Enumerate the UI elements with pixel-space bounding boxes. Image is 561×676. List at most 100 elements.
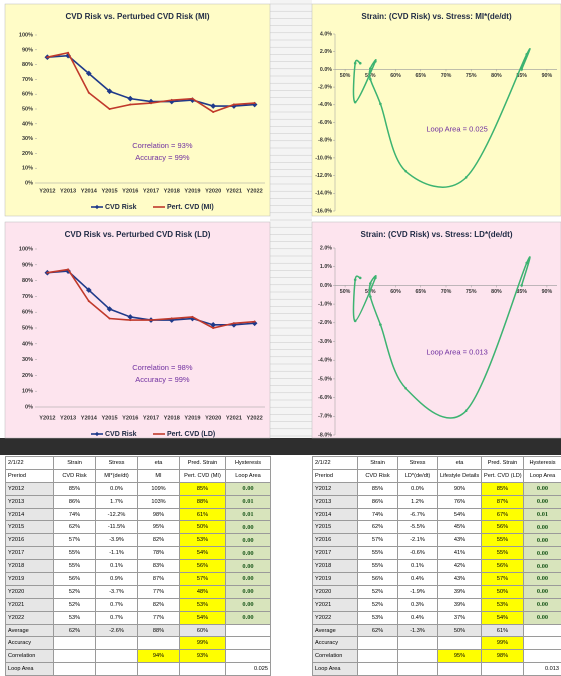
- table-cell: Hysteresis: [524, 457, 561, 470]
- table-cell: -3.7%: [96, 585, 138, 598]
- point-marker: [254, 321, 256, 323]
- table-cell: 0.4%: [398, 573, 438, 586]
- point-marker: [150, 102, 152, 104]
- table-cell: [438, 637, 482, 650]
- x-tick-label: 60%: [390, 289, 401, 295]
- table-cell: [226, 637, 271, 650]
- table-cell: Pred. Strain: [180, 457, 226, 470]
- x-tick-label: Y2017: [143, 188, 159, 194]
- y-tick-label: -1.0%: [318, 302, 332, 308]
- x-tick-label: 60%: [390, 73, 401, 79]
- table-cell: MI*(de/dt): [96, 469, 138, 482]
- point-marker: [359, 277, 362, 280]
- table-cell: 41%: [438, 547, 482, 560]
- table-cell: MI: [138, 469, 180, 482]
- table-cell: 88%: [138, 624, 180, 637]
- y-tick-label: 4.0%: [320, 31, 332, 37]
- y-tick-label: 100%: [19, 246, 33, 252]
- table-cell: 0.7%: [96, 598, 138, 611]
- table-cell: [138, 663, 180, 676]
- x-tick-label: Y2019: [184, 188, 200, 194]
- table-cell: 55%: [358, 547, 398, 560]
- table-cell: 55%: [358, 560, 398, 573]
- y-tick-label: 0.0%: [320, 283, 332, 289]
- table-cell: 56%: [358, 573, 398, 586]
- table-cell: Y2013: [313, 495, 358, 508]
- y-tick-label: 50%: [22, 106, 33, 112]
- y-tick-label: 80%: [22, 62, 33, 68]
- table-cell: Y2016: [6, 534, 54, 547]
- y-tick-label: 10%: [22, 389, 33, 395]
- table-cell: Y2015: [313, 521, 358, 534]
- table-cell: 85%: [358, 482, 398, 495]
- table-cell: 53%: [180, 598, 226, 611]
- table-cell: -2.6%: [96, 624, 138, 637]
- table-cell: Y2016: [313, 534, 358, 547]
- table-cell: 0.00: [226, 611, 271, 624]
- table-cell: eta: [138, 457, 180, 470]
- table-cell: Stress: [96, 457, 138, 470]
- chart-title: CVD Risk vs. Perturbed CVD Risk (LD): [65, 230, 211, 239]
- table-cell: [358, 650, 398, 663]
- table-cell: -1.1%: [96, 547, 138, 560]
- table-cell: CVD Risk: [358, 469, 398, 482]
- table-cell: Loop Area: [313, 663, 358, 676]
- y-tick-label: 0%: [25, 180, 33, 186]
- x-tick-label: 80%: [491, 73, 502, 79]
- table-cell: 83%: [138, 560, 180, 573]
- table-cell: Stress: [398, 457, 438, 470]
- x-tick-label: Y2018: [164, 188, 180, 194]
- y-tick-label: 0%: [25, 404, 33, 410]
- table-cell: 0.00: [226, 585, 271, 598]
- point-marker: [88, 300, 90, 302]
- point-marker: [67, 52, 69, 54]
- point-marker: [404, 387, 407, 390]
- y-tick-label: 60%: [22, 310, 33, 316]
- x-tick-label: Y2019: [184, 415, 200, 421]
- table-cell: 54%: [482, 611, 524, 624]
- table-cell: 1.7%: [96, 495, 138, 508]
- y-tick-label: -8.0%: [318, 138, 332, 144]
- table-cell: 62%: [54, 624, 96, 637]
- table-cell: 62%: [358, 521, 398, 534]
- point-marker: [109, 318, 111, 320]
- point-marker: [354, 278, 357, 281]
- table-cell: [358, 637, 398, 650]
- table-cell: Y2015: [6, 521, 54, 534]
- x-tick-label: 65%: [415, 73, 426, 79]
- table-cell: 0.00: [524, 585, 561, 598]
- table-cell: -3.9%: [96, 534, 138, 547]
- table-cell: 52%: [358, 598, 398, 611]
- chart-background: [312, 4, 561, 216]
- point-marker: [354, 320, 357, 323]
- table-cell: Loop Area: [6, 663, 54, 676]
- point-marker: [46, 56, 48, 58]
- table-cell: 0.4%: [398, 611, 438, 624]
- table-cell: 76%: [438, 495, 482, 508]
- y-tick-label: -14.0%: [315, 191, 332, 197]
- table-cell: 55%: [482, 547, 524, 560]
- point-marker: [354, 101, 357, 104]
- table-cell: 94%: [138, 650, 180, 663]
- x-tick-label: 70%: [441, 289, 452, 295]
- table-cell: 1.2%: [398, 495, 438, 508]
- table-cell: 0.01: [226, 495, 271, 508]
- point-marker: [379, 323, 382, 326]
- table-cell: 85%: [482, 482, 524, 495]
- table-cell: Lifestyle Details: [438, 469, 482, 482]
- table-cell: [398, 663, 438, 676]
- x-tick-label: Y2017: [143, 415, 159, 421]
- x-tick-label: Y2012: [39, 415, 55, 421]
- table-cell: Y2021: [6, 598, 54, 611]
- chart-background: [312, 222, 561, 438]
